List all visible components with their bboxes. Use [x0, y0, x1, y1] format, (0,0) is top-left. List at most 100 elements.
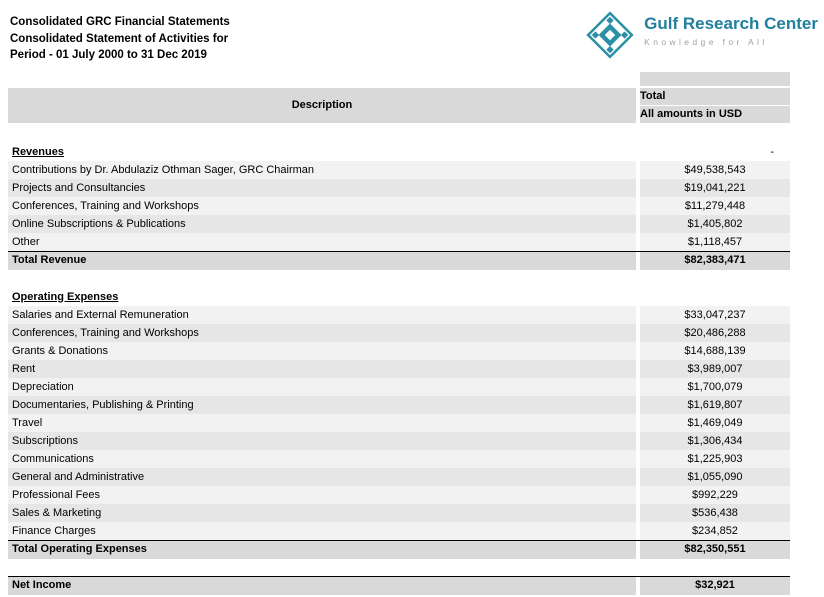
page-header: Consolidated GRC Financial Statements Co… — [8, 11, 824, 64]
doc-title-line1: Consolidated GRC Financial Statements — [10, 16, 230, 28]
total-label: Total Operating Expenses — [8, 540, 636, 559]
spacer — [8, 270, 790, 288]
table-row: Finance Charges $234,852 — [8, 521, 790, 540]
net-income-row: Net Income $32,921 — [8, 575, 790, 595]
column-header-total: Total — [640, 87, 790, 105]
column-gutter — [636, 521, 640, 540]
table-row: Subscriptions $1,306,434 — [8, 431, 790, 450]
column-gutter — [636, 178, 640, 197]
column-gutter — [636, 87, 640, 123]
table-row: Documentaries, Publishing & Printing $1,… — [8, 395, 790, 414]
total-revenue-row: Total Revenue $82,383,471 — [8, 250, 790, 270]
column-gutter — [636, 71, 640, 86]
column-gutter — [636, 341, 640, 360]
grc-logo-icon — [586, 11, 634, 59]
row-label: Conferences, Training and Workshops — [8, 196, 636, 215]
preheader-row — [8, 71, 790, 86]
table-row: Online Subscriptions & Publications $1,4… — [8, 214, 790, 233]
row-label: Salaries and External Remuneration — [8, 305, 636, 324]
row-label: Subscriptions — [8, 431, 636, 450]
table-row: General and Administrative $1,055,090 — [8, 467, 790, 486]
statement-table: Description Total All amounts in USD Rev… — [8, 71, 790, 595]
column-gutter — [636, 323, 640, 342]
spacer — [8, 123, 790, 143]
row-label: Online Subscriptions & Publications — [8, 214, 636, 233]
table-row: Other $1,118,457 — [8, 232, 790, 251]
grc-logo-name: Gulf Research Center — [644, 14, 818, 33]
column-header-subtitle: All amounts in USD — [640, 105, 790, 123]
column-gutter — [636, 431, 640, 450]
row-value: $1,469,049 — [640, 413, 790, 432]
total-expenses-row: Total Operating Expenses $82,350,551 — [8, 539, 790, 559]
document-titles: Consolidated GRC Financial Statements Co… — [8, 14, 230, 64]
total-label: Total Revenue — [8, 251, 636, 270]
row-value: $33,047,237 — [640, 305, 790, 324]
column-gutter — [636, 359, 640, 378]
net-income-value: $32,921 — [640, 576, 790, 595]
table-row: Travel $1,469,049 — [8, 413, 790, 432]
column-gutter — [636, 413, 640, 432]
row-value: $1,619,807 — [640, 395, 790, 414]
row-value: $1,700,079 — [640, 377, 790, 396]
row-value: $234,852 — [640, 521, 790, 540]
column-header-total-stack: Total All amounts in USD — [640, 87, 790, 123]
total-value: $82,350,551 — [640, 540, 790, 559]
column-gutter — [636, 576, 640, 595]
row-value: $1,118,457 — [640, 232, 790, 251]
table-row: Salaries and External Remuneration $33,0… — [8, 305, 790, 324]
row-label: Professional Fees — [8, 485, 636, 504]
column-gutter — [636, 287, 640, 306]
preheader-total-blank — [640, 71, 790, 86]
revenues-heading: Revenues — [12, 145, 64, 158]
column-gutter — [636, 214, 640, 233]
column-header-description: Description — [8, 87, 636, 123]
column-gutter — [636, 232, 640, 251]
net-income-label: Net Income — [8, 576, 636, 595]
table-row: Communications $1,225,903 — [8, 449, 790, 468]
preheader-desc-blank — [8, 72, 636, 86]
row-label: Depreciation — [8, 377, 636, 396]
column-gutter — [636, 449, 640, 468]
section-heading-cell: Revenues — [8, 143, 636, 161]
grc-logo: Gulf Research Center Knowledge for All — [585, 10, 818, 60]
column-gutter — [636, 196, 640, 215]
column-gutter — [636, 305, 640, 324]
table-row: Projects and Consultancies $19,041,221 — [8, 178, 790, 197]
table-row: Grants & Donations $14,688,139 — [8, 341, 790, 360]
grc-logo-text: Gulf Research Center Knowledge for All — [644, 10, 818, 47]
grc-logo-tagline: Knowledge for All — [644, 37, 768, 47]
row-label: Documentaries, Publishing & Printing — [8, 395, 636, 414]
row-label: General and Administrative — [8, 467, 636, 486]
row-value: $19,041,221 — [640, 178, 790, 197]
column-gutter — [636, 142, 640, 161]
row-value: $11,279,448 — [640, 196, 790, 215]
row-label: Conferences, Training and Workshops — [8, 323, 636, 342]
row-label: Grants & Donations — [8, 341, 636, 360]
expenses-heading-blank — [640, 288, 790, 306]
expenses-heading-row: Operating Expenses — [8, 287, 790, 306]
row-value: $49,538,543 — [640, 160, 790, 179]
spacer — [8, 559, 790, 576]
row-label: Other — [8, 232, 636, 251]
column-gutter — [636, 467, 640, 486]
column-gutter — [636, 395, 640, 414]
row-label: Finance Charges — [8, 521, 636, 540]
column-gutter — [636, 377, 640, 396]
table-row: Conferences, Training and Workshops $11,… — [8, 196, 790, 215]
column-gutter — [636, 503, 640, 522]
row-label: Rent — [8, 359, 636, 378]
row-value: $20,486,288 — [640, 323, 790, 342]
table-row: Sales & Marketing $536,438 — [8, 503, 790, 522]
column-gutter — [636, 485, 640, 504]
row-value: $1,405,802 — [640, 214, 790, 233]
column-gutter — [636, 540, 640, 559]
row-value: $14,688,139 — [640, 341, 790, 360]
row-label: Sales & Marketing — [8, 503, 636, 522]
row-value: $3,989,007 — [640, 359, 790, 378]
table-row: Contributions by Dr. Abdulaziz Othman Sa… — [8, 160, 790, 179]
row-label: Travel — [8, 413, 636, 432]
row-value: $1,225,903 — [640, 449, 790, 468]
row-label: Communications — [8, 449, 636, 468]
revenues-heading-row: Revenues - — [8, 142, 790, 161]
